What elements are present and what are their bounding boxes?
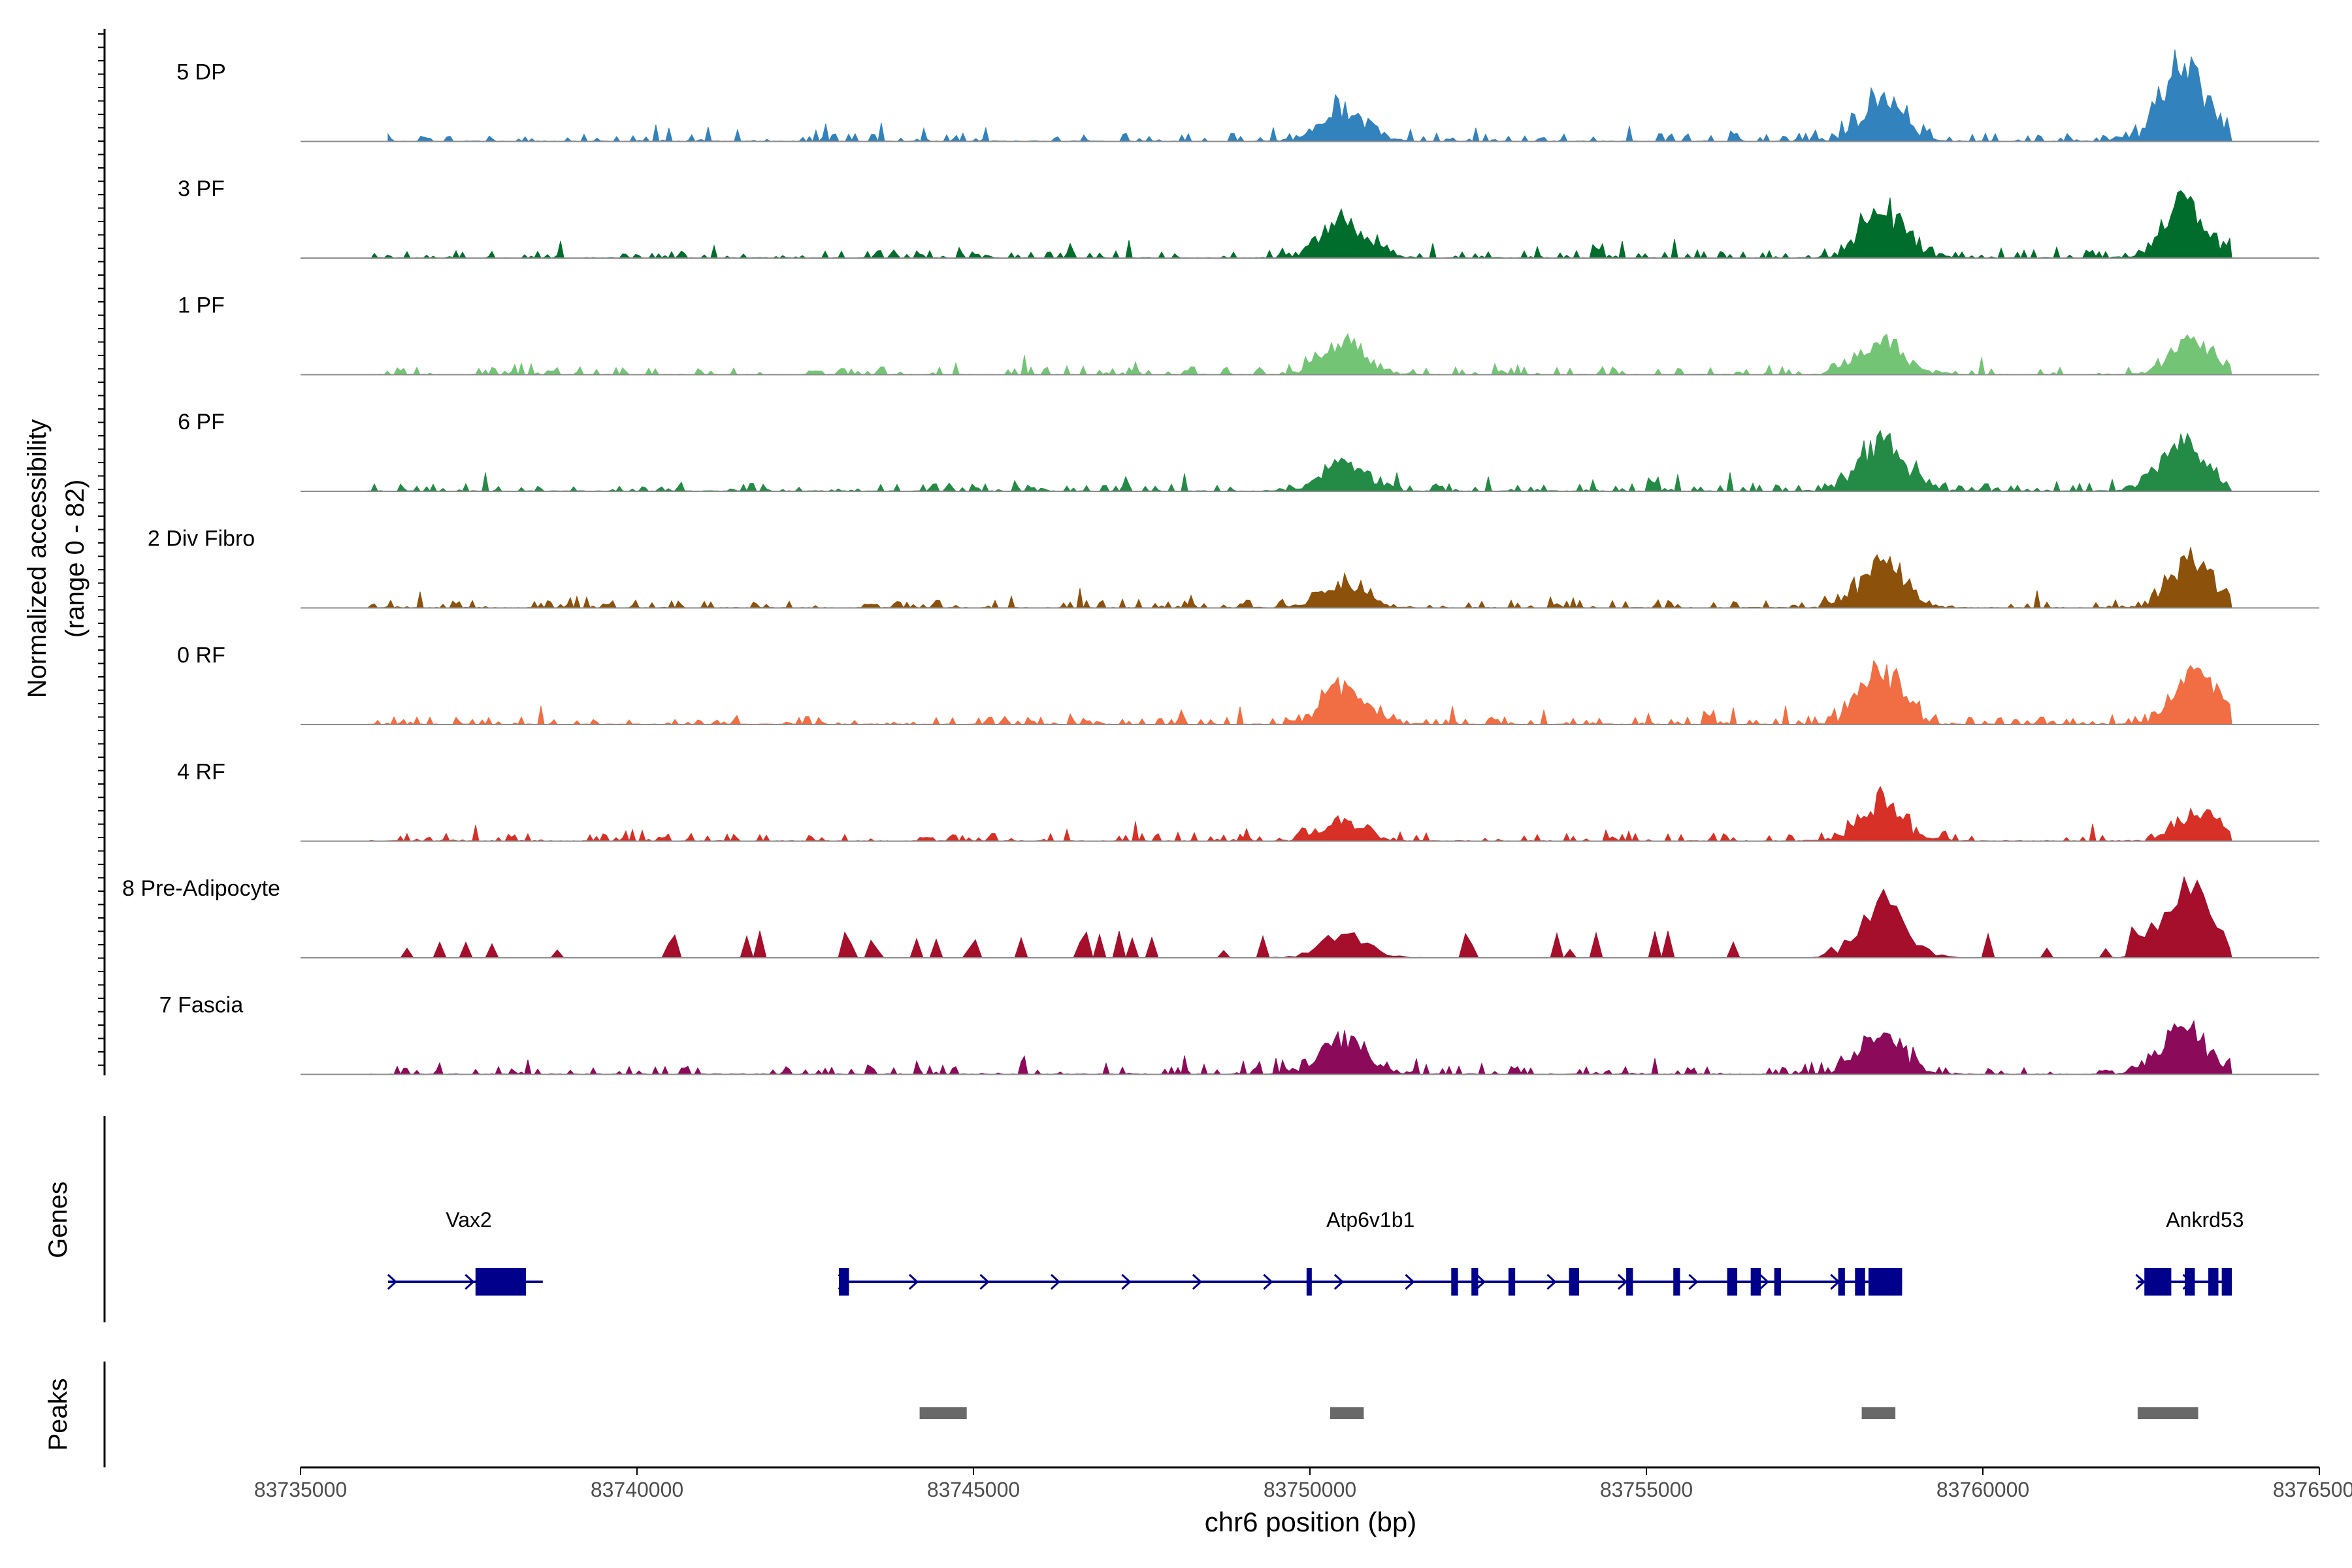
track-label: 4 RF [177, 760, 225, 785]
coverage-area [367, 190, 2232, 259]
x-axis: 83735000 83740000 83745000 83750000 83755000… [254, 1466, 2352, 1501]
coverage-tracks: 5 DP 3 PF 1 PF 6 PF 2 Div Fibro 0 RF 4 RF 8 Pre… [98, 29, 2319, 1076]
y-axis-label-line2: (range 0 - 82) [61, 480, 90, 638]
strand-arrow [387, 1273, 398, 1290]
peak-region [1861, 1407, 1896, 1419]
x-tick-label: 83765000 [2273, 1478, 2352, 1501]
coverage-area [387, 49, 2232, 142]
peaks-track-label: Peaks [44, 1378, 73, 1450]
gene: Ankrd53 [2135, 1208, 2244, 1296]
strand-arrow [1192, 1273, 1203, 1290]
exon [1673, 1268, 1680, 1296]
track-label: 1 PF [178, 293, 225, 318]
exon [1626, 1268, 1633, 1296]
genes-track: Vax2 Atp6v1b1 Ankrd53 [103, 1116, 2244, 1322]
track-label: 8 Pre-Adipocyte [122, 876, 280, 901]
track-label: 6 PF [178, 410, 225, 434]
track: 8 Pre-Adipocyte [122, 875, 2319, 959]
y-axis-label-line1: Normalized accessibility [23, 419, 52, 698]
track: 4 RF [177, 760, 2319, 843]
x-tick-label: 83750000 [1264, 1478, 1356, 1501]
strand-arrow [2135, 1273, 2146, 1290]
strand-arrow [979, 1273, 990, 1290]
peaks-track [103, 1362, 2198, 1467]
exon [1868, 1268, 1903, 1296]
strand-arrow [908, 1273, 919, 1290]
strand-arrow [1263, 1273, 1273, 1290]
exon [1838, 1268, 1845, 1296]
exon [2208, 1268, 2219, 1296]
coverage-area [367, 1020, 2232, 1076]
exon [2221, 1268, 2232, 1296]
strand-arrow [1759, 1273, 1770, 1290]
peak-region [1330, 1407, 1364, 1419]
genes-track-label: Genes [44, 1181, 73, 1258]
x-tick-label: 83755000 [1600, 1478, 1693, 1501]
coverage-area [367, 547, 2232, 610]
exon [1750, 1268, 1761, 1296]
track: 0 RF [177, 643, 2319, 726]
strand-arrow [1475, 1273, 1486, 1290]
strand-arrow [1333, 1273, 1345, 1290]
x-axis-title: chr6 position (bp) [1205, 1507, 1417, 1537]
exon [1306, 1268, 1312, 1296]
exon [2144, 1268, 2172, 1296]
gene-label: Vax2 [446, 1208, 492, 1232]
x-tick-label: 83760000 [1936, 1478, 2029, 1501]
peak-region [2137, 1407, 2198, 1419]
track-label: 7 Fascia [159, 993, 244, 1018]
track-label: 0 RF [177, 643, 225, 668]
strand-arrow [1050, 1273, 1061, 1290]
strand-arrow [1546, 1273, 1557, 1290]
exon [1569, 1268, 1579, 1296]
strand-arrow [1405, 1273, 1415, 1290]
x-tick-label: 83740000 [591, 1478, 683, 1501]
track-label: 2 Div Fibro [148, 527, 255, 551]
gene: Atp6v1b1 [838, 1208, 1903, 1296]
strand-arrow [1617, 1273, 1628, 1290]
track-label: 3 PF [178, 176, 225, 201]
exon [1508, 1268, 1516, 1296]
coverage-area [367, 659, 2232, 726]
gene: Vax2 [387, 1208, 543, 1296]
exon [475, 1268, 527, 1296]
exon [1774, 1268, 1781, 1296]
exon [2185, 1268, 2195, 1296]
coverage-area [367, 333, 2232, 376]
track: 1 PF [178, 293, 2319, 376]
exon [839, 1268, 849, 1296]
peak-region [919, 1407, 967, 1419]
track: 3 PF [178, 176, 2319, 259]
coverage-area [367, 785, 2232, 843]
y-axis [98, 29, 106, 1075]
track: 7 Fascia [159, 993, 2319, 1076]
exon [1451, 1268, 1458, 1296]
strand-arrow [1121, 1273, 1132, 1290]
x-tick-label: 83735000 [254, 1478, 347, 1501]
track: 6 PF [178, 410, 2319, 493]
track: 2 Div Fibro [148, 527, 2319, 610]
exon [1471, 1268, 1478, 1296]
strand-arrow [1688, 1273, 1699, 1290]
exon [1727, 1268, 1738, 1296]
track: 5 DP [176, 49, 2319, 142]
coverage-area [368, 875, 2232, 959]
gene-label: Atp6v1b1 [1326, 1208, 1414, 1232]
track-label: 5 DP [176, 60, 226, 85]
strand-arrow [465, 1273, 475, 1290]
coverage-area [367, 429, 2232, 493]
gene-label: Ankrd53 [2166, 1208, 2244, 1232]
x-tick-label: 83745000 [927, 1478, 1020, 1501]
exon [1855, 1268, 1865, 1296]
